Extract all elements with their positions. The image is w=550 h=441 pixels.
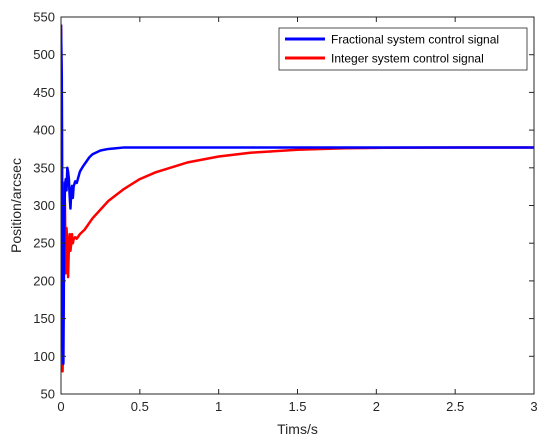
x-axis-title: Tims/s (277, 421, 318, 437)
x-tick-label: 0.5 (131, 399, 149, 414)
y-tick-label: 150 (33, 311, 55, 326)
x-tick-label: 0 (57, 399, 64, 414)
x-tick-label: 3 (530, 399, 537, 414)
y-tick-label: 200 (33, 273, 55, 288)
plot-area (61, 17, 534, 394)
legend-label-integer: Integer system control signal (331, 52, 484, 66)
y-tick-label: 400 (33, 123, 55, 138)
y-tick-label: 350 (33, 160, 55, 175)
y-tick-label: 550 (33, 10, 55, 25)
y-axis-title: Position/arcsec (8, 158, 24, 253)
legend-label-fractional: Fractional system control signal (331, 33, 499, 47)
y-tick-label: 450 (33, 85, 55, 100)
y-tick-label: 300 (33, 198, 55, 213)
y-tick-label: 50 (41, 387, 55, 402)
x-tick-label: 2 (373, 399, 380, 414)
y-tick-label: 100 (33, 349, 55, 364)
legend-box (278, 27, 528, 71)
series-line-fractional (61, 24, 534, 366)
legend: Fractional system control signal Integer… (278, 27, 528, 71)
x-tick-label: 2.5 (446, 399, 464, 414)
y-tick-label: 500 (33, 47, 55, 62)
x-tick-label: 1.5 (288, 399, 306, 414)
y-tick-label: 250 (33, 236, 55, 251)
x-tick-label: 1 (215, 399, 222, 414)
